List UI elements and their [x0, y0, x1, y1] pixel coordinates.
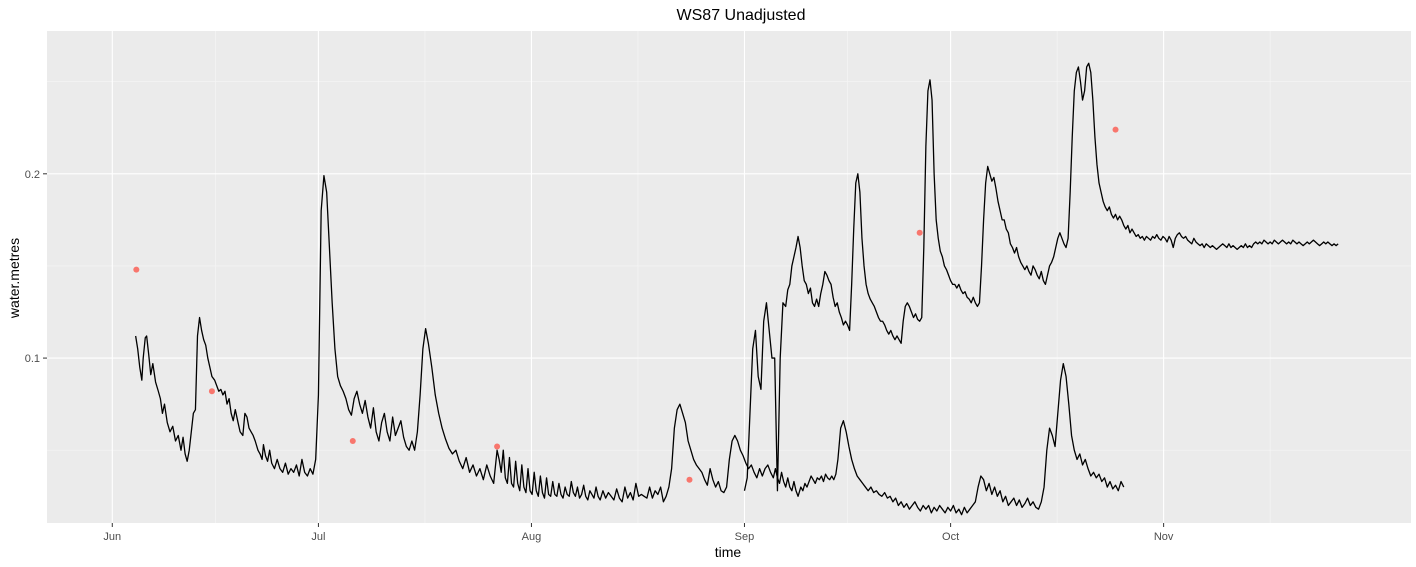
x-tick-label: Sep — [735, 531, 755, 543]
water-level-line-2 — [743, 62, 1339, 492]
y-axis-title: water.metres — [6, 238, 22, 319]
x-axis: Jun Jul Aug Sep Oct Nov — [103, 523, 1174, 543]
x-tick-label: Jun — [103, 531, 121, 543]
points-layer — [133, 126, 1119, 483]
plot-panel — [47, 31, 1411, 523]
x-tick-label: Oct — [942, 531, 959, 543]
y-axis: 0.1 0.2 — [25, 169, 47, 365]
measurement-point — [1112, 126, 1119, 133]
measurement-point — [686, 476, 693, 483]
y-tick-label: 0.2 — [25, 169, 40, 181]
x-tick-label: Jul — [311, 531, 325, 543]
measurement-point — [133, 266, 140, 273]
minor-gridlines — [47, 31, 1411, 523]
x-tick-label: Nov — [1154, 531, 1174, 543]
major-gridlines — [47, 31, 1411, 523]
measurement-point — [916, 229, 923, 236]
series-layer — [134, 62, 1339, 516]
x-axis-title: time — [715, 544, 742, 560]
water-level-line-1 — [134, 175, 1125, 516]
y-tick-label: 0.1 — [25, 353, 40, 365]
chart-title: WS87 Unadjusted — [677, 7, 806, 24]
measurement-point — [494, 443, 501, 450]
x-tick-label: Aug — [522, 531, 542, 543]
measurement-point — [349, 438, 356, 444]
measurement-point — [208, 388, 215, 395]
